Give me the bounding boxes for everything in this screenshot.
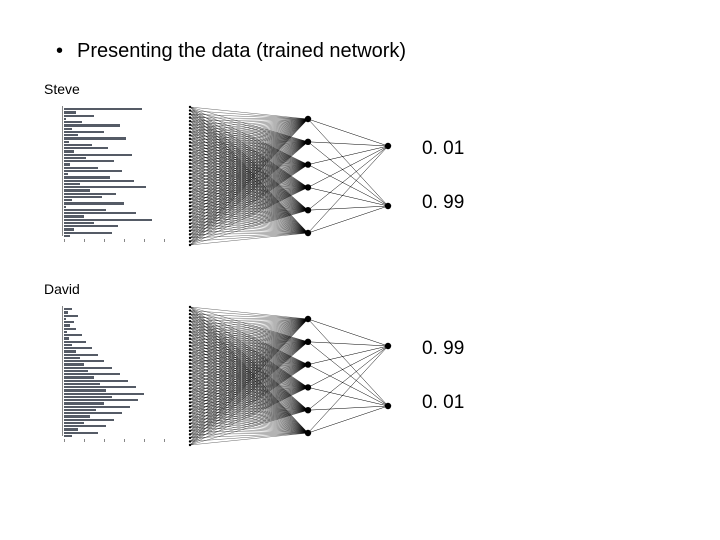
output-value: 0. 01 bbox=[422, 392, 464, 414]
page-title: Presenting the data (trained network) bbox=[77, 40, 406, 63]
output-value: 0. 99 bbox=[422, 192, 464, 214]
section-row: 0. 01 0. 99 bbox=[50, 101, 670, 251]
output-values: 0. 01 0. 99 bbox=[422, 138, 464, 214]
histogram bbox=[50, 106, 170, 246]
network-section: David0. 990. 01 bbox=[50, 281, 670, 451]
section-row: 0. 99 0. 01 bbox=[50, 301, 670, 451]
section-name-label: Steve bbox=[44, 81, 670, 97]
title-line: • Presenting the data (trained network) bbox=[50, 40, 670, 63]
output-values: 0. 99 0. 01 bbox=[422, 338, 464, 414]
section-name-label: David bbox=[44, 281, 670, 297]
bullet-icon: • bbox=[56, 40, 63, 63]
network-section: Steve0. 010. 99 bbox=[50, 81, 670, 251]
output-value: 0. 99 bbox=[422, 338, 464, 360]
histogram bbox=[50, 306, 170, 446]
neural-network-diagram bbox=[178, 101, 408, 251]
neural-network-diagram bbox=[178, 301, 408, 451]
output-value: 0. 01 bbox=[422, 138, 464, 160]
